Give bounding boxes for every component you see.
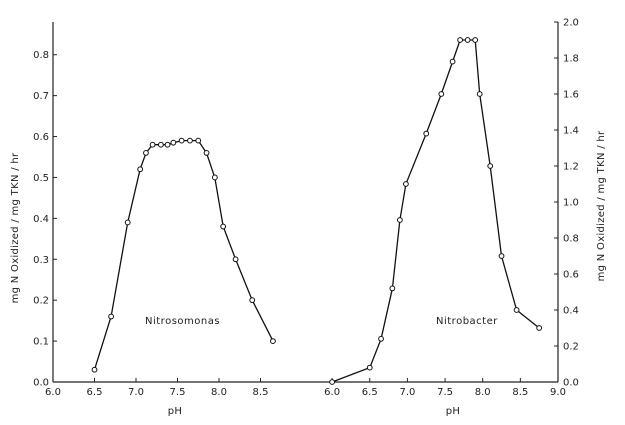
nitrobacter-y-tick-label: 2.0 [563,18,579,29]
nitrosomonas-data-point [203,150,210,156]
nitrobacter-data-point [476,91,483,97]
nitrosomonas-y-tick-label: 0.4 [33,214,49,225]
nitrobacter-data-point [403,181,409,187]
nitrosomonas-data-point [108,313,114,320]
nitrosomonas-data-point [170,139,177,146]
nitrosomonas-data-point [91,366,98,373]
nitrobacter-x-tick-label: 6.0 [324,387,340,398]
nitrosomonas-data-point [249,297,256,304]
nitrosomonas-y-tick-label: 0.1 [33,337,49,348]
nitrosomonas-panel: 6.0 6.5 7.0 7.5 8.0 8.5 0.0 0.1 0.2 0.3 0.4 0.5 0.6 0… [10,22,302,417]
nitrosomonas-y-tick-label: 0.7 [33,91,49,102]
nitrosomonas-series-line [93,139,274,370]
nitrobacter-y-tick-label: 1.8 [563,54,579,65]
nitrobacter-x-tick-label: 9.0 [550,387,566,398]
nitrobacter-data-point [329,379,336,385]
nitrosomonas-data-point [149,141,156,148]
nitrosomonas-ylabel: mg N Oxidized / mg TKN / hr [10,152,21,303]
nitrosomonas-data-point [195,137,202,144]
nitrosomonas-data-point [164,141,171,148]
nitrosomonas-axes: 6.0 6.5 7.0 7.5 8.0 8.5 0.0 0.1 0.2 0.3 0.4 0.5 0.6 0… [33,22,302,398]
nitrobacter-data-point [513,307,520,313]
nitrobacter-axes: 6.0 6.5 7.0 7.5 8.0 8.5 9.00.0 0.2 0.4 0.6 0.8 1.0 1… [302,18,579,398]
nitrobacter-y-tick-label: 1.6 [563,90,579,101]
nitrobacter-y-tick-label: 1.4 [563,126,579,137]
nitrosomonas-y-tick-label: 0.8 [33,50,49,61]
nitrosomonas-y-tick-label: 0.0 [33,378,49,389]
nitrobacter-y-tick-label: 1.2 [563,162,579,173]
nitrosomonas-data-point [143,150,149,156]
nitrobacter-x-tick-label: 8.5 [512,387,528,398]
nitrobacter-y-tick-label: 1.0 [563,198,579,209]
nitrosomonas-y-tick-label: 0.3 [33,255,49,266]
nitrosomonas-data-point [187,137,193,144]
nitrobacter-data-point [498,253,505,259]
nitrobacter-data-point [464,37,471,43]
nitrobacter-panel: 6.0 6.5 7.0 7.5 8.0 8.5 9.00.0 0.2 0.4 0.6 0.8 1.0 1… [302,18,607,417]
nitrobacter-series [329,37,543,385]
nitrobacter-data-point [536,325,543,331]
nitrobacter-series-line [331,39,540,383]
nitrosomonas-annotation: Nitrosomonas [145,316,220,327]
nitrobacter-y-tick-label: 0.8 [563,234,579,245]
nitrobacter-data-point [396,217,403,223]
nitrosomonas-y-tick-label: 0.6 [33,132,49,143]
nitrobacter-y-tick-label: 0.6 [563,270,579,281]
nitrosomonas-data-point [124,219,131,226]
nitrobacter-x-tick-label: 6.5 [362,387,378,398]
nitrobacter-data-point [423,130,430,137]
nitrosomonas-data-point [178,137,185,144]
nitrobacter-data-point [366,364,373,371]
nitrobacter-y-tick-label: 0.4 [563,306,579,317]
nitrobacter-data-point [487,163,494,169]
nitrosomonas-data-point [137,166,144,173]
nitrosomonas-data-point [211,174,218,181]
nitrosomonas-series [91,137,276,373]
nitrobacter-y-tick-label: 0.2 [563,342,579,353]
nitrobacter-data-point [438,91,445,97]
nitrobacter-x-tick-label: 7.5 [437,387,453,398]
nitrosomonas-x-tick-label: 8.0 [211,387,227,398]
nitrobacter-x-tick-label: 7.0 [399,387,415,398]
nitrobacter-x-tick-label: 8.0 [475,387,491,398]
nitrosomonas-y-tick-label: 0.5 [33,173,49,184]
nitrobacter-ylabel: mg N Oxidized / mg TKN / hr [596,130,607,281]
nitrosomonas-data-point [232,256,239,263]
nitrosomonas-x-tick-label: 8.5 [253,387,269,398]
nitrobacter-data-point [449,58,456,65]
nitrosomonas-data-point [158,141,164,148]
nitrosomonas-x-tick-label: 7.0 [128,387,144,398]
nitrobacter-xlabel: pH [446,406,460,417]
nitrobacter-data-point [472,37,479,43]
nitrosomonas-y-tick-label: 0.2 [33,296,49,307]
nitrobacter-data-point [457,37,464,43]
nitrobacter-data-point [378,335,384,342]
nitrobacter-data-point [389,285,396,292]
nitrobacter-y-tick-label: 0.0 [563,378,579,389]
nitrosomonas-x-tick-label: 7.5 [170,387,186,398]
nitrobacter-annotation: Nitrobacter [436,316,498,327]
nitrosomonas-xlabel: pH [168,406,182,417]
nitrosomonas-x-tick-label: 6.5 [87,387,103,398]
nitrosomonas-x-tick-label: 6.0 [45,387,61,398]
nitrosomonas-data-point [270,338,276,344]
nitrosomonas-data-point [220,223,227,230]
